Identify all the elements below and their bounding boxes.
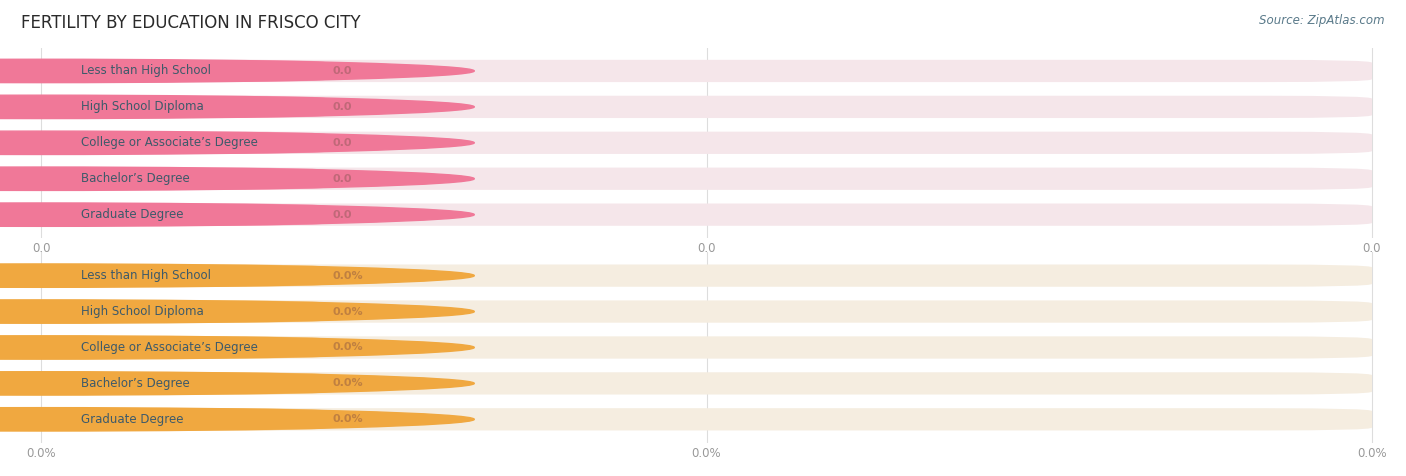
Text: High School Diploma: High School Diploma bbox=[82, 305, 204, 318]
Text: 0.0%: 0.0% bbox=[333, 378, 363, 388]
FancyBboxPatch shape bbox=[41, 60, 1372, 82]
FancyBboxPatch shape bbox=[41, 96, 328, 118]
Text: Bachelor’s Degree: Bachelor’s Degree bbox=[82, 172, 190, 185]
Circle shape bbox=[0, 264, 474, 288]
FancyBboxPatch shape bbox=[41, 372, 328, 395]
Circle shape bbox=[0, 372, 474, 395]
FancyBboxPatch shape bbox=[41, 204, 1372, 226]
Text: College or Associate’s Degree: College or Associate’s Degree bbox=[82, 136, 257, 149]
Text: High School Diploma: High School Diploma bbox=[82, 100, 204, 113]
Circle shape bbox=[0, 203, 474, 227]
Circle shape bbox=[0, 300, 474, 323]
FancyBboxPatch shape bbox=[41, 300, 1372, 323]
FancyBboxPatch shape bbox=[41, 168, 1372, 190]
FancyBboxPatch shape bbox=[41, 96, 1372, 118]
Circle shape bbox=[0, 95, 474, 119]
FancyBboxPatch shape bbox=[41, 337, 1372, 358]
Text: 0.0%: 0.0% bbox=[333, 342, 363, 353]
FancyBboxPatch shape bbox=[41, 265, 1372, 287]
Circle shape bbox=[0, 336, 474, 359]
Text: Less than High School: Less than High School bbox=[82, 64, 211, 78]
FancyBboxPatch shape bbox=[41, 60, 328, 82]
Circle shape bbox=[0, 167, 474, 190]
FancyBboxPatch shape bbox=[41, 132, 328, 154]
FancyBboxPatch shape bbox=[41, 337, 328, 358]
Text: 0.0%: 0.0% bbox=[333, 271, 363, 281]
FancyBboxPatch shape bbox=[41, 372, 1372, 395]
FancyBboxPatch shape bbox=[41, 300, 328, 323]
Text: 0.0: 0.0 bbox=[333, 138, 352, 148]
Circle shape bbox=[0, 59, 474, 83]
Text: 0.0: 0.0 bbox=[333, 209, 352, 219]
Text: FERTILITY BY EDUCATION IN FRISCO CITY: FERTILITY BY EDUCATION IN FRISCO CITY bbox=[21, 14, 361, 32]
Text: 0.0: 0.0 bbox=[333, 102, 352, 112]
Text: 0.0: 0.0 bbox=[333, 66, 352, 76]
FancyBboxPatch shape bbox=[41, 408, 1372, 430]
Text: 0.0%: 0.0% bbox=[333, 414, 363, 424]
Text: 0.0: 0.0 bbox=[333, 174, 352, 184]
Text: Graduate Degree: Graduate Degree bbox=[82, 413, 183, 426]
FancyBboxPatch shape bbox=[41, 265, 328, 287]
Circle shape bbox=[0, 407, 474, 431]
Text: 0.0%: 0.0% bbox=[333, 307, 363, 317]
FancyBboxPatch shape bbox=[41, 168, 328, 190]
Text: Bachelor’s Degree: Bachelor’s Degree bbox=[82, 377, 190, 390]
FancyBboxPatch shape bbox=[41, 132, 1372, 154]
Text: College or Associate’s Degree: College or Associate’s Degree bbox=[82, 341, 257, 354]
Text: Less than High School: Less than High School bbox=[82, 269, 211, 282]
Circle shape bbox=[0, 131, 474, 155]
Text: Graduate Degree: Graduate Degree bbox=[82, 208, 183, 221]
FancyBboxPatch shape bbox=[41, 408, 328, 430]
FancyBboxPatch shape bbox=[41, 204, 328, 226]
Text: Source: ZipAtlas.com: Source: ZipAtlas.com bbox=[1260, 14, 1385, 27]
